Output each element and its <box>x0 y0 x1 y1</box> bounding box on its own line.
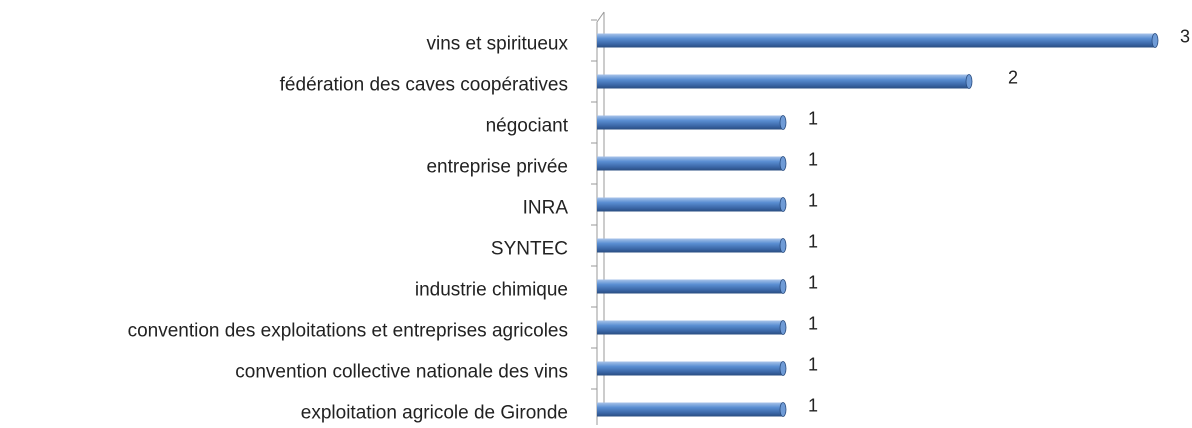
data-label: 1 <box>808 354 818 374</box>
bar-body <box>597 238 783 253</box>
bar-body <box>597 33 1155 48</box>
bar <box>597 320 787 335</box>
bar-body <box>597 402 783 417</box>
bar-body <box>597 279 783 294</box>
category-label: vins et spiritueux <box>426 34 568 55</box>
category-label: entreprise privée <box>426 157 568 178</box>
bar-cap <box>965 74 973 89</box>
bar-cap <box>779 197 787 212</box>
data-label: 2 <box>1008 67 1018 87</box>
data-label: 1 <box>808 272 818 292</box>
bar <box>597 156 787 171</box>
data-label: 3 <box>1180 26 1190 46</box>
bar-body <box>597 361 783 376</box>
data-label: 1 <box>808 231 818 251</box>
bar <box>597 115 787 130</box>
bar <box>597 197 787 212</box>
category-label: exploitation agricole de Gironde <box>301 403 568 424</box>
bar-body <box>597 320 783 335</box>
data-label: 1 <box>808 313 818 333</box>
data-label: 1 <box>808 108 818 128</box>
bar-cap <box>779 156 787 171</box>
bar-cap <box>779 320 787 335</box>
bar <box>597 279 787 294</box>
data-label: 1 <box>808 149 818 169</box>
data-label: 1 <box>808 395 818 415</box>
category-label: fédération des caves coopératives <box>280 75 568 96</box>
category-label: négociant <box>486 116 569 137</box>
bar-cap <box>779 361 787 376</box>
bar <box>597 402 787 417</box>
category-label: INRA <box>523 198 569 219</box>
category-label: SYNTEC <box>491 239 568 260</box>
category-label: convention des exploitations et entrepri… <box>128 321 568 342</box>
data-label: 1 <box>808 190 818 210</box>
category-label: convention collective nationale des vins <box>235 362 568 383</box>
bar <box>597 361 787 376</box>
bar <box>597 33 1159 48</box>
category-label: industrie chimique <box>415 280 568 301</box>
bar-body <box>597 197 783 212</box>
bar-cap <box>1151 33 1159 48</box>
bar <box>597 238 787 253</box>
bar-body <box>597 156 783 171</box>
bar-cap <box>779 238 787 253</box>
bar-cap <box>779 115 787 130</box>
bar-body <box>597 74 969 89</box>
bar-cap <box>779 279 787 294</box>
bar <box>597 74 973 89</box>
bar-body <box>597 115 783 130</box>
bar-cap <box>779 402 787 417</box>
